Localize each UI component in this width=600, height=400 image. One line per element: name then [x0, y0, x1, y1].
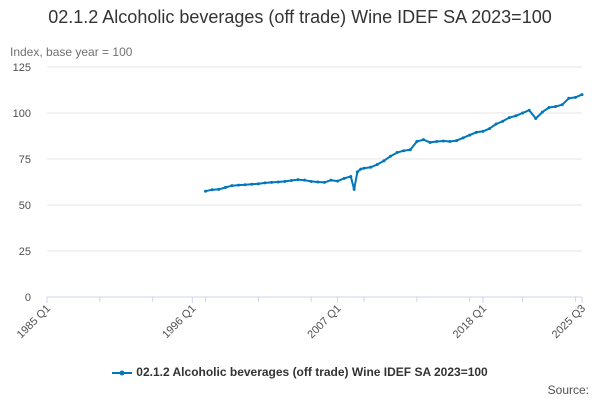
x-tick-label: 1985 Q1: [15, 303, 53, 341]
y-tick-label: 50: [19, 200, 31, 212]
data-point: [415, 140, 419, 144]
data-point: [352, 187, 356, 191]
data-point: [534, 117, 538, 121]
data-point: [270, 180, 274, 184]
y-tick-label: 100: [13, 108, 31, 120]
data-point: [263, 181, 267, 185]
data-point: [342, 176, 346, 180]
data-point: [402, 149, 406, 153]
data-point: [395, 151, 399, 155]
data-point: [494, 122, 498, 126]
data-point: [359, 167, 363, 171]
data-point: [441, 139, 445, 143]
data-point: [283, 179, 287, 183]
data-point: [217, 187, 221, 191]
legend-line-icon: [112, 370, 133, 376]
data-point: [540, 110, 544, 114]
data-point: [488, 127, 492, 131]
data-point: [567, 96, 571, 100]
data-point: [289, 179, 293, 183]
chart-title: 02.1.2 Alcoholic beverages (off trade) W…: [48, 7, 552, 27]
y-tick-label: 75: [19, 154, 31, 166]
series-line: [204, 93, 583, 193]
data-point: [349, 174, 353, 178]
data-point: [369, 165, 373, 169]
data-point: [296, 178, 300, 182]
data-point: [455, 139, 459, 143]
x-axis: 1985 Q1 1996 Q1 2007 Q1 2018 Q1 2025 Q3: [15, 296, 588, 341]
data-point: [316, 180, 320, 184]
data-point: [388, 154, 392, 158]
y-tick-label: 25: [19, 246, 31, 258]
data-point: [250, 182, 254, 186]
x-tick-label: 2025 Q3: [550, 303, 588, 341]
data-point: [276, 180, 280, 184]
data-point: [461, 136, 465, 140]
data-point: [336, 179, 340, 183]
data-point: [560, 103, 564, 107]
legend[interactable]: 02.1.2 Alcoholic beverages (off trade) W…: [0, 365, 600, 379]
data-point: [448, 140, 452, 144]
data-point: [243, 183, 247, 187]
data-point: [223, 186, 227, 190]
data-point: [204, 189, 208, 193]
y-axis-label: Index, base year = 100: [10, 45, 133, 59]
series-layer: [204, 93, 584, 193]
data-point: [435, 140, 439, 144]
data-point: [468, 133, 472, 137]
data-point: [514, 114, 518, 118]
data-point: [256, 182, 260, 186]
data-point: [428, 140, 432, 144]
data-point: [421, 138, 425, 142]
data-point: [573, 95, 577, 99]
data-point: [554, 105, 558, 109]
data-point: [322, 180, 326, 184]
data-point: [474, 130, 478, 134]
data-point: [355, 170, 359, 174]
source-label: Source:: [547, 383, 589, 397]
data-point: [237, 183, 241, 187]
y-axis: 0 25 50 75 100 125: [13, 62, 31, 304]
data-point: [362, 166, 366, 170]
data-point: [481, 129, 485, 133]
data-point: [408, 148, 412, 152]
y-tick-label: 125: [13, 62, 31, 74]
data-point: [303, 178, 307, 182]
data-point: [501, 119, 505, 123]
data-point: [329, 178, 333, 182]
data-point: [547, 105, 551, 109]
y-tick-label: 0: [25, 292, 31, 304]
x-tick-label: 1996 Q1: [160, 303, 198, 341]
data-point: [507, 116, 511, 120]
data-point: [210, 188, 214, 192]
data-point: [230, 184, 234, 188]
data-point: [521, 111, 525, 115]
legend-series-label: 02.1.2 Alcoholic beverages (off trade) W…: [136, 365, 488, 379]
data-point: [309, 179, 313, 183]
data-point: [382, 159, 386, 163]
data-point: [580, 93, 584, 97]
data-point: [527, 108, 531, 112]
data-point: [375, 163, 379, 167]
x-tick-label: 2018 Q1: [451, 303, 489, 341]
x-tick-label: 2007 Q1: [305, 303, 343, 341]
